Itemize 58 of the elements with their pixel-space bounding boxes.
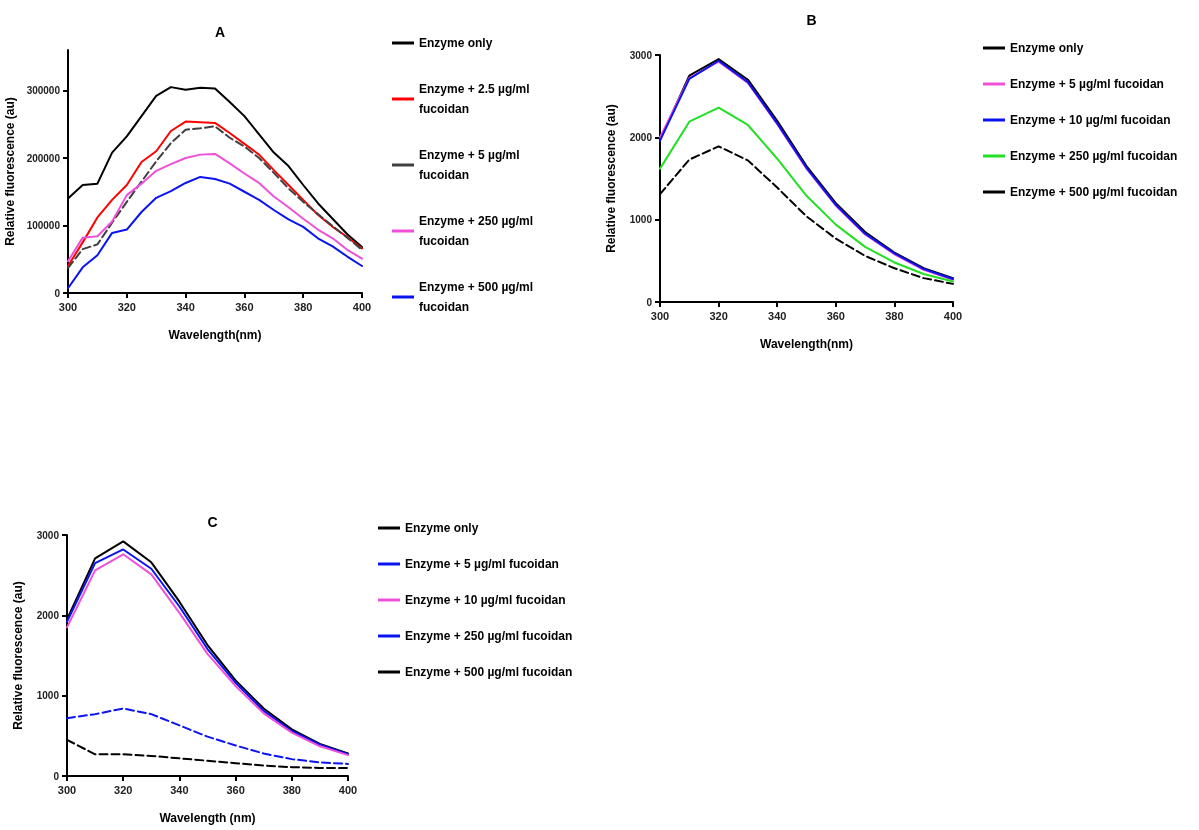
chart-title: C	[207, 514, 218, 530]
y-tick-label: 0	[646, 296, 653, 308]
x-tick-label: 360	[826, 309, 845, 322]
y-axis-title: Relative fluorescence (au)	[3, 97, 17, 246]
y-tick-label: 200000	[26, 152, 61, 164]
x-axis-title: Wavelength (nm)	[159, 811, 256, 825]
y-tick-label: 1000	[36, 690, 60, 702]
x-tick-label: 360	[226, 783, 245, 796]
chart-title: A	[214, 24, 226, 40]
legend-label: Enzyme + 250 µg/ml fucoidan	[405, 629, 573, 643]
x-axis-title: Wavelength(nm)	[168, 328, 262, 342]
y-tick-label: 2000	[629, 131, 653, 143]
y-tick-label: 100000	[26, 220, 61, 231]
legend-label: Enzyme + 5 µg/ml fucoidan	[419, 148, 523, 182]
x-tick-label: 340	[170, 783, 189, 796]
x-tick-label: 340	[768, 309, 787, 322]
x-tick-label: 400	[352, 300, 372, 313]
x-tick-label: 360	[235, 300, 254, 313]
legend-label: Enzyme + 500 µg/ml fucoidan	[405, 665, 573, 679]
legend-label: Enzyme + 10 µg/ml fucoidan	[1010, 113, 1171, 127]
line-series	[67, 175, 363, 290]
legend-label: Enzyme + 10 µg/ml fucoidan	[405, 593, 566, 607]
legend-label: Enzyme + 5 µg/ml fucoidan	[1010, 77, 1164, 91]
y-tick-label: 2000	[36, 609, 60, 621]
legend-label: Enzyme + 250 µg/ml fucoidan	[419, 214, 537, 248]
x-tick-label: 340	[176, 300, 195, 313]
x-tick-label: 300	[650, 309, 670, 322]
legend-label: Enzyme only	[419, 36, 493, 50]
x-tick-label: 380	[294, 300, 313, 313]
x-tick-label: 380	[885, 309, 904, 322]
legend-label: Enzyme + 250 µg/ml fucoidan	[1010, 149, 1178, 163]
x-tick-label: 300	[57, 783, 77, 796]
legend-label: Enzyme + 2.5 µg/ml fucoidan	[419, 82, 533, 116]
x-tick-label: 320	[117, 300, 136, 313]
y-tick-label: 3000	[629, 49, 653, 61]
chart-title: B	[806, 12, 817, 28]
y-axis-title: Relative fluorescence (au)	[604, 104, 618, 253]
y-tick-label: 0	[54, 287, 61, 299]
y-tick-label: 1000	[629, 214, 653, 226]
x-tick-label: 320	[114, 783, 133, 796]
legend-label: Enzyme + 5 µg/ml fucoidan	[405, 557, 559, 571]
x-tick-label: 300	[58, 300, 78, 313]
line-series	[67, 152, 363, 263]
legend-label: Enzyme only	[1010, 41, 1084, 55]
x-tick-label: 380	[282, 783, 301, 796]
y-tick-label: 300000	[26, 85, 61, 96]
x-tick-label: 400	[338, 783, 358, 796]
y-tick-label: 3000	[36, 529, 60, 541]
x-tick-label: 320	[709, 309, 728, 322]
x-axis-title: Wavelength(nm)	[760, 337, 853, 351]
y-axis-title: Relative fluorescence (au)	[11, 581, 25, 730]
x-tick-label: 400	[943, 309, 963, 322]
line-series	[659, 106, 954, 283]
legend-label: Enzyme only	[405, 521, 479, 535]
line-series	[66, 707, 349, 765]
y-tick-label: 0	[53, 770, 60, 782]
legend-label: Enzyme + 500 µg/ml fucoidan	[419, 280, 537, 314]
legend-label: Enzyme + 500 µg/ml fucoidan	[1010, 185, 1178, 199]
